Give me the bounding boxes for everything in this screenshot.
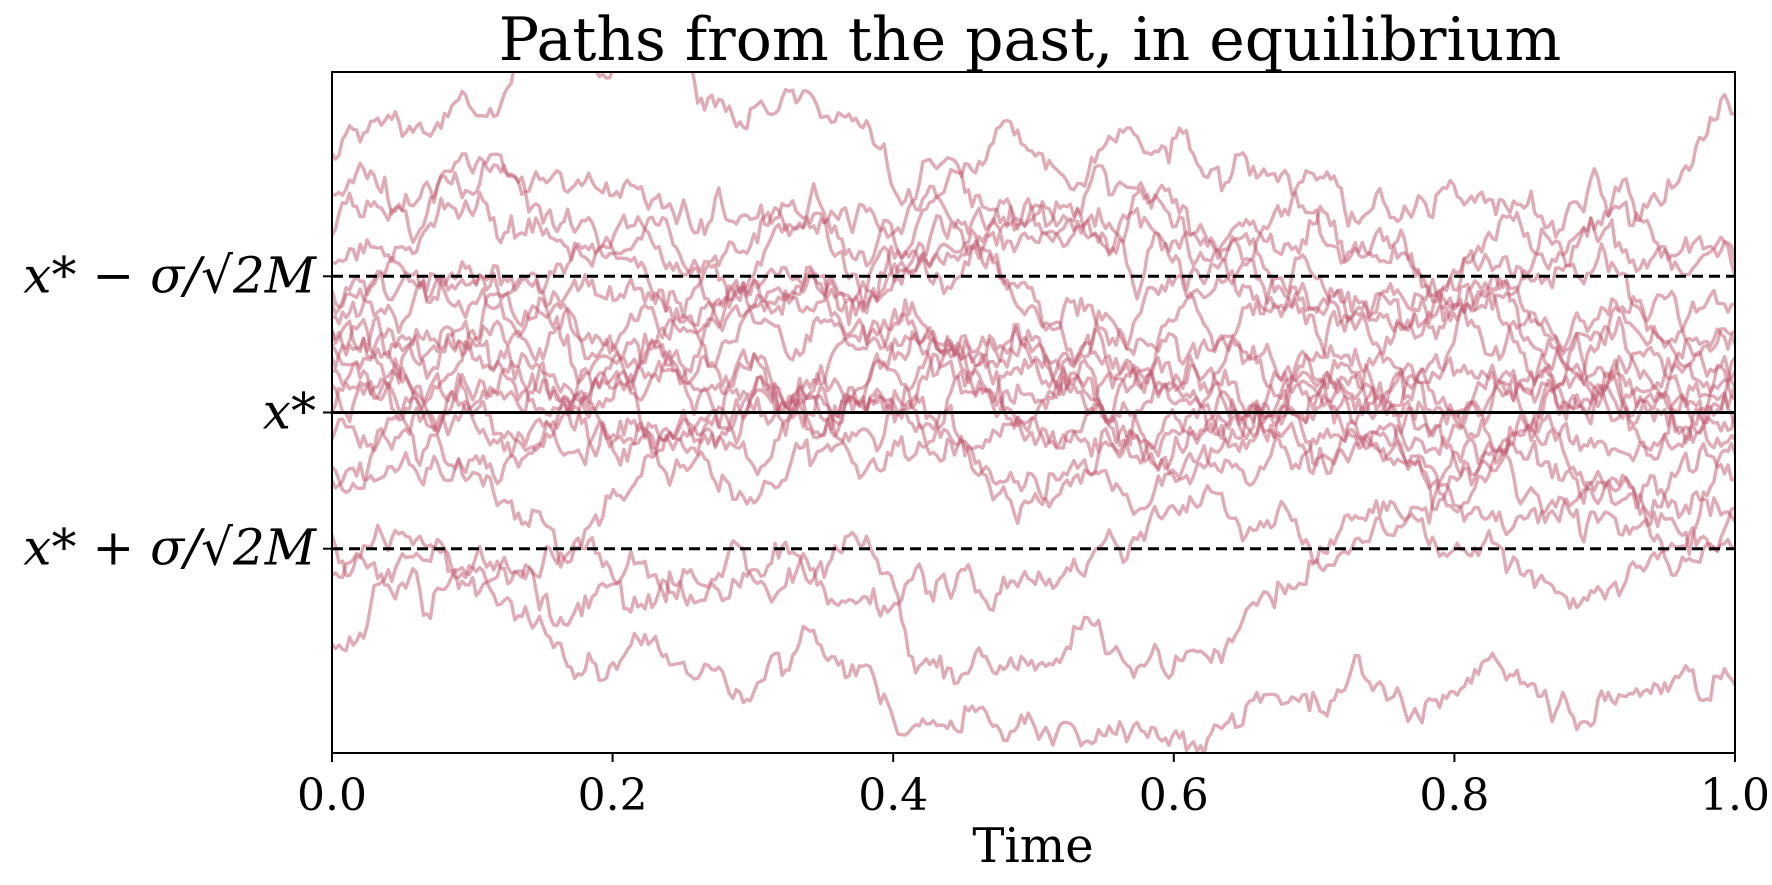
y-tick-label: x* — [263, 383, 316, 441]
sample-path-8 — [332, 451, 1735, 618]
sample-path-12 — [332, 317, 1735, 526]
x-tick-label: 0.2 — [578, 770, 648, 821]
reference-lines — [332, 274, 1735, 551]
y-tick-label: x* − σ/√2M — [23, 246, 318, 304]
y-axis-ticks: x* − σ/√2M x* x* + σ/√2M — [23, 246, 332, 577]
sample-path-3 — [332, 544, 1735, 753]
sample-path-19 — [332, 118, 1735, 298]
sample-path-20 — [332, 436, 1735, 686]
sample-path-5 — [332, 228, 1735, 454]
x-axis-ticks: 0.0 0.2 0.4 0.6 0.8 1.0 — [297, 753, 1770, 821]
x-tick-label: 0.8 — [1419, 770, 1489, 821]
x-tick-label: 0.4 — [858, 770, 928, 821]
paths-group — [332, 72, 1735, 753]
sample-path-14 — [332, 337, 1735, 598]
sample-path-16 — [332, 269, 1735, 577]
x-tick-label: 1.0 — [1700, 770, 1770, 821]
sample-path-2 — [332, 307, 1735, 480]
x-tick-label: 0.0 — [297, 770, 367, 821]
sample-path-18 — [332, 263, 1735, 444]
sample-path-17 — [332, 331, 1735, 495]
y-tick-label: x* + σ/√2M — [23, 519, 318, 577]
chart-title: Paths from the past, in equilibrium — [499, 5, 1561, 75]
sample-path-13 — [332, 152, 1735, 374]
sample-path-6 — [332, 231, 1735, 412]
x-axis-label: Time — [972, 818, 1093, 874]
x-tick-label: 0.6 — [1139, 770, 1209, 821]
